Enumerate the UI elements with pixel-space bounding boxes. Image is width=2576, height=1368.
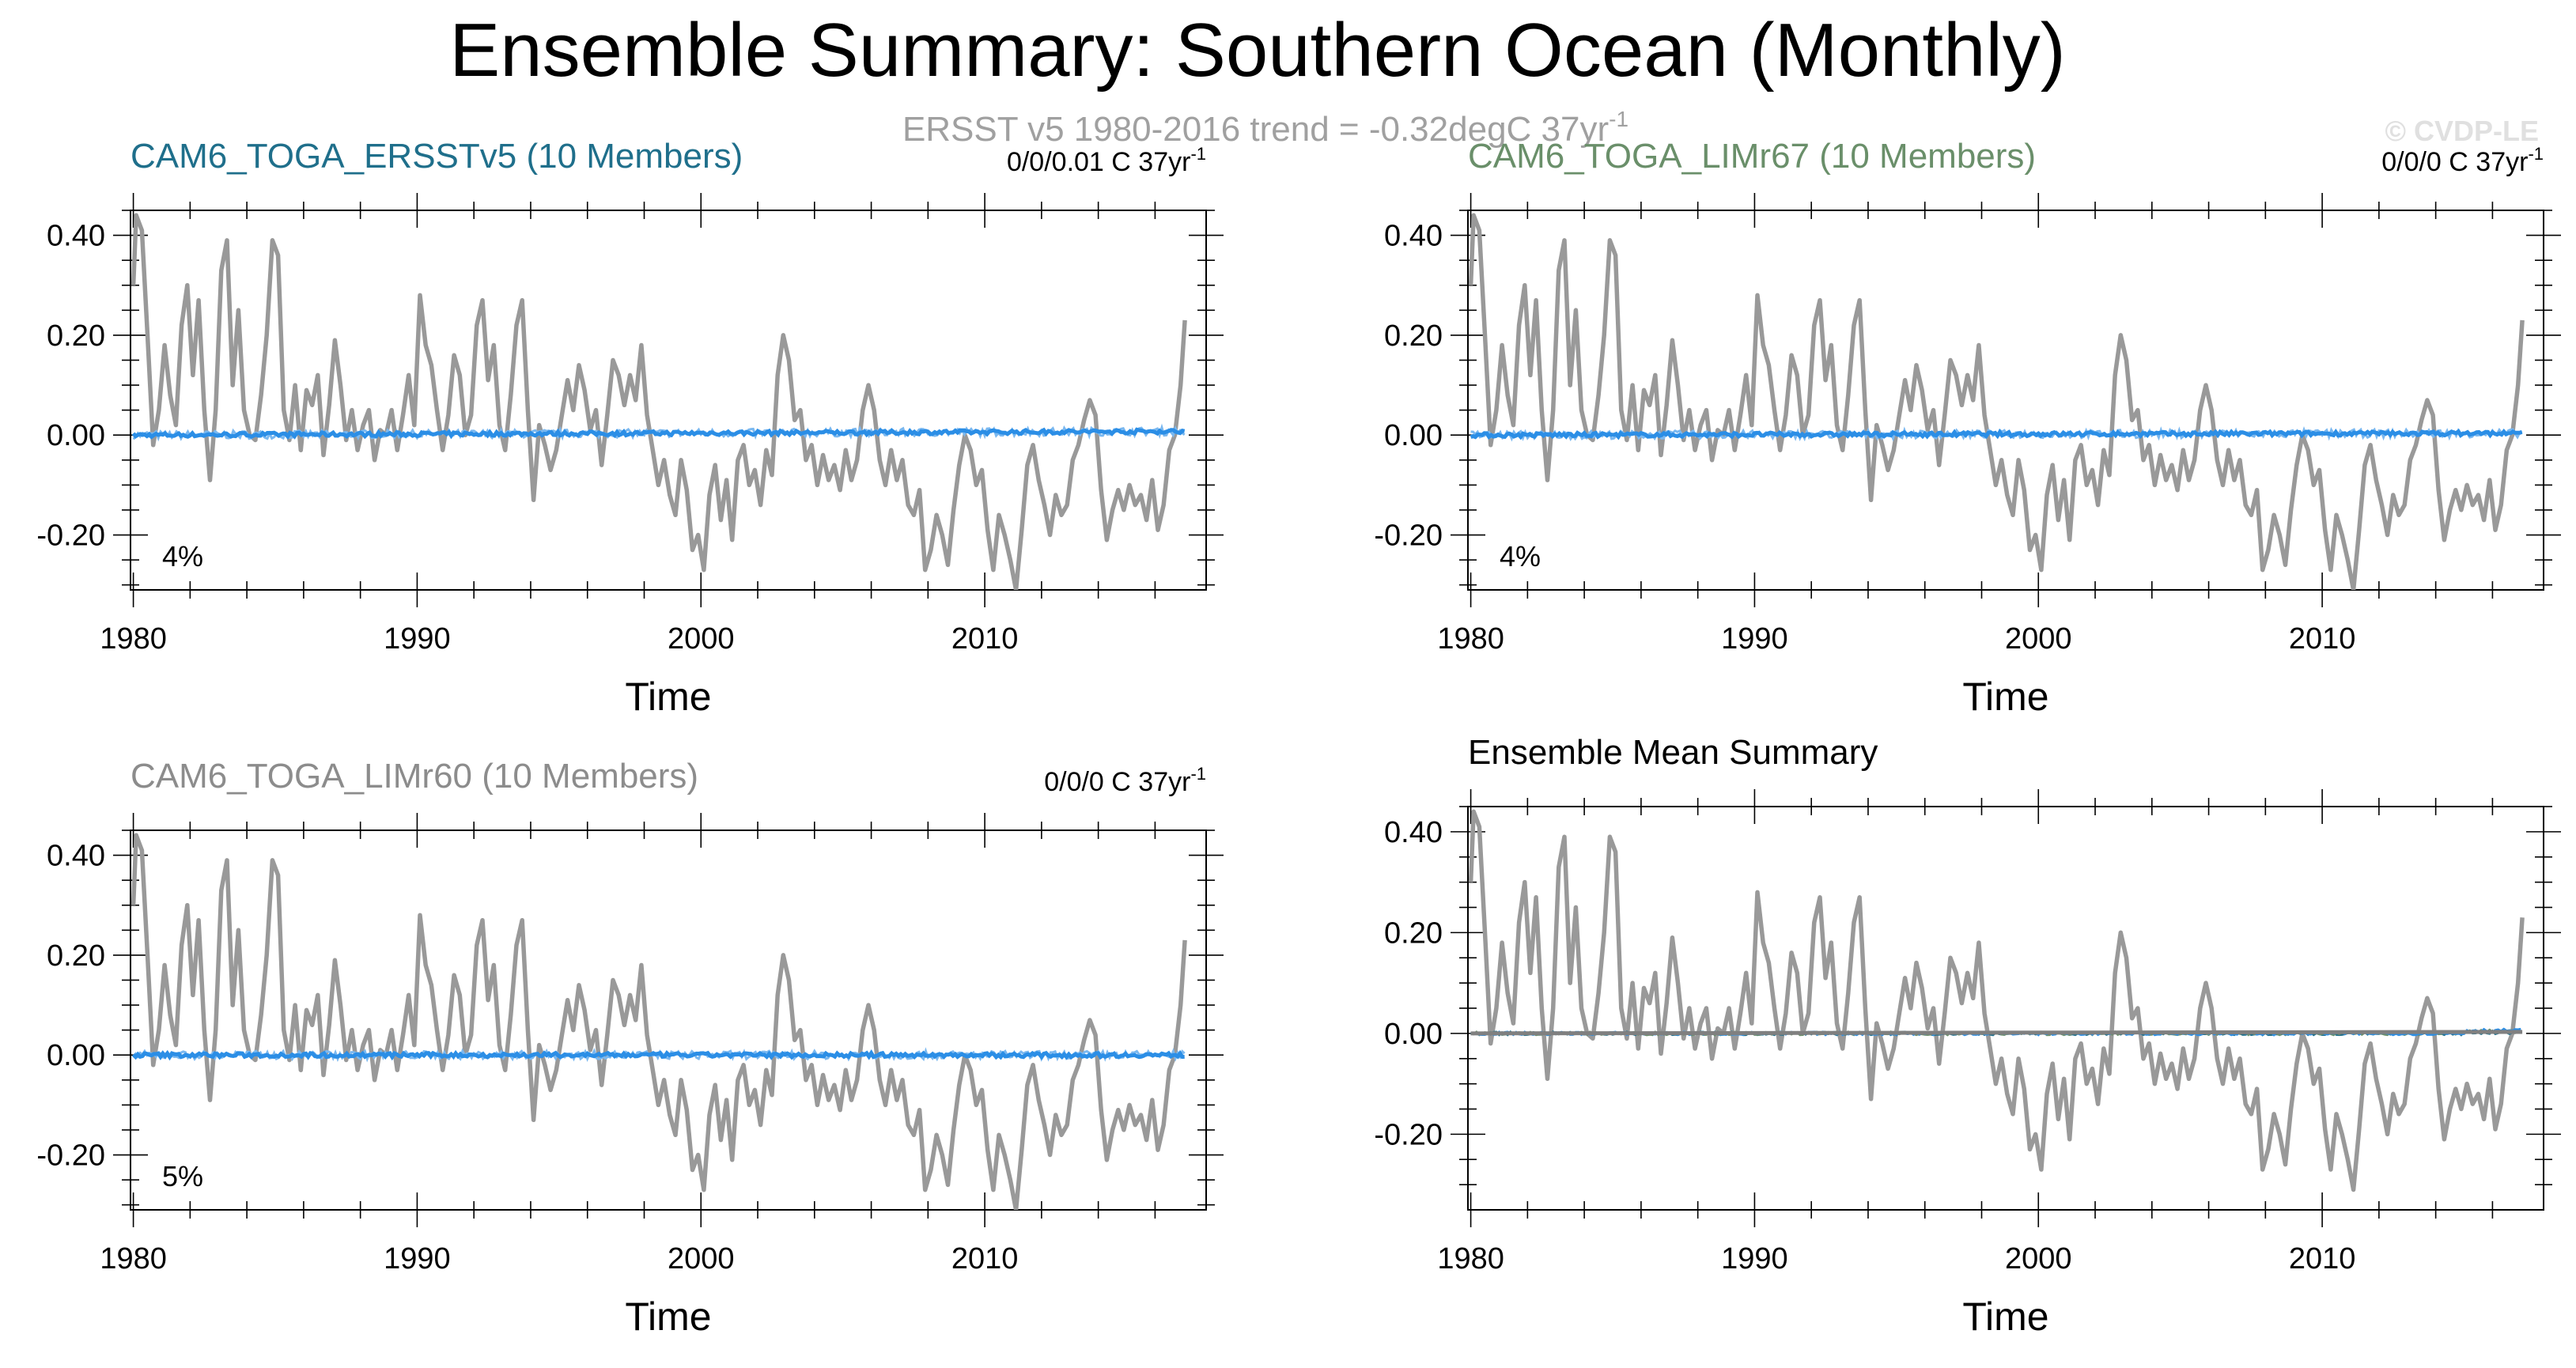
x-tick-label: 1990	[384, 622, 451, 656]
panel-trend-text: 0/0/0 C 37yr-1	[1044, 764, 1206, 797]
copyright-label: © CVDP-LE	[2385, 115, 2539, 147]
y-tick-label: -0.20	[36, 520, 105, 553]
trend-superscript: -1	[1190, 764, 1206, 784]
x-axis-label: Time	[1962, 1294, 2048, 1339]
x-tick-label: 2000	[668, 622, 735, 656]
x-tick-label: 1980	[100, 622, 167, 656]
y-tick-label: 0.20	[47, 319, 105, 353]
subtitle-text: ERSST v5 1980-2016 trend = -0.32degC 37y…	[902, 110, 1609, 149]
y-tick-label: 0.40	[47, 220, 105, 253]
trend-superscript: -1	[1190, 144, 1206, 164]
x-axis-label: Time	[625, 675, 711, 719]
observed-series-line	[1468, 213, 2525, 590]
y-tick-label: -0.20	[1374, 1118, 1443, 1151]
y-tick-label: 0.00	[1384, 1018, 1443, 1051]
y-tick-label: -0.20	[36, 1139, 105, 1173]
plot-frame	[1467, 210, 2544, 591]
panel-title: CAM6_TOGA_ERSSTv5 (10 Members)	[131, 137, 743, 176]
observed-series-line	[1468, 809, 2525, 1192]
y-tick-label: 0.40	[47, 840, 105, 873]
x-tick-label: 2010	[2289, 1242, 2356, 1275]
y-tick-label: 0.40	[1384, 816, 1443, 849]
x-tick-label: 1990	[1721, 1242, 1788, 1275]
ensemble-mean-line	[131, 427, 1186, 440]
x-tick-label: 1990	[384, 1242, 451, 1275]
panel-title: CAM6_TOGA_LIMr67 (10 Members)	[1468, 137, 2036, 176]
panel-3: -0.20 0.00 0.20 0.40 1980 1990 2000 2010 Time CAM…	[36, 757, 1224, 1339]
trend-superscript: -1	[2528, 144, 2544, 164]
panel-4: -0.20 0.00 0.20 0.40 1980 1990 2000 2010 Time Ens…	[1374, 733, 2561, 1339]
y-tick-label: 0.00	[1384, 419, 1443, 452]
y-tick-label: 0.40	[1384, 220, 1443, 253]
y-tick-label: -0.20	[1374, 520, 1443, 553]
x-tick-label: 2000	[2005, 622, 2072, 656]
y-tick-label: 0.20	[1384, 916, 1443, 950]
panel-percentage: 4%	[1500, 540, 1541, 573]
plot-frame	[130, 210, 1207, 591]
y-tick-label: 0.20	[1384, 319, 1443, 353]
trend-value: 0/0/0 C 37yr	[1044, 767, 1190, 797]
trend-value: 0/0/0.01 C 37yr	[1007, 147, 1190, 177]
plot-frame	[130, 829, 1207, 1211]
panel-title: CAM6_TOGA_LIMr60 (10 Members)	[131, 757, 698, 795]
panel-percentage: 4%	[162, 540, 203, 573]
subtitle-superscript: -1	[1609, 107, 1628, 131]
panels-container: -0.20 0.00 0.20 0.40 1980 1990 2000 2010 Time CAM…	[36, 137, 2561, 1339]
summary-mean-line	[1470, 1030, 2523, 1036]
y-tick-label: 0.20	[47, 939, 105, 973]
trend-value: 0/0/0 C 37yr	[2381, 147, 2528, 177]
x-tick-label: 1980	[100, 1242, 167, 1275]
x-axis-label: Time	[1962, 675, 2048, 719]
x-tick-label: 1990	[1721, 622, 1788, 656]
x-tick-label: 1980	[1437, 1242, 1504, 1275]
x-tick-label: 2010	[951, 622, 1019, 656]
x-tick-label: 2000	[2005, 1242, 2072, 1275]
figure-subtitle: ERSST v5 1980-2016 trend = -0.32degC 37y…	[902, 107, 1628, 149]
panel-trend-text: 0/0/0.01 C 37yr-1	[1007, 144, 1206, 177]
x-tick-label: 1980	[1437, 622, 1504, 656]
panel-2: -0.20 0.00 0.20 0.40 1980 1990 2000 2010 Time CAM…	[1374, 137, 2561, 719]
y-tick-label: 0.00	[47, 419, 105, 452]
panel-percentage: 5%	[162, 1160, 203, 1192]
y-tick-label: 0.00	[47, 1039, 105, 1072]
observed-series-line	[131, 833, 1187, 1210]
panel-trend-text: 0/0/0 C 37yr-1	[2381, 144, 2544, 177]
x-axis-label: Time	[625, 1294, 711, 1339]
x-tick-label: 2010	[2289, 622, 2356, 656]
panel-1: -0.20 0.00 0.20 0.40 1980 1990 2000 2010 Time CAM…	[36, 137, 1224, 719]
x-tick-label: 2000	[668, 1242, 735, 1275]
figure-title: Ensemble Summary: Southern Ocean (Monthl…	[449, 8, 2066, 93]
ensemble-mean-line	[1470, 429, 2523, 440]
observed-series-line	[131, 213, 1187, 590]
x-tick-label: 2010	[951, 1242, 1019, 1275]
panel-title: Ensemble Mean Summary	[1468, 733, 1878, 772]
ensemble-mean-line	[131, 1049, 1185, 1061]
